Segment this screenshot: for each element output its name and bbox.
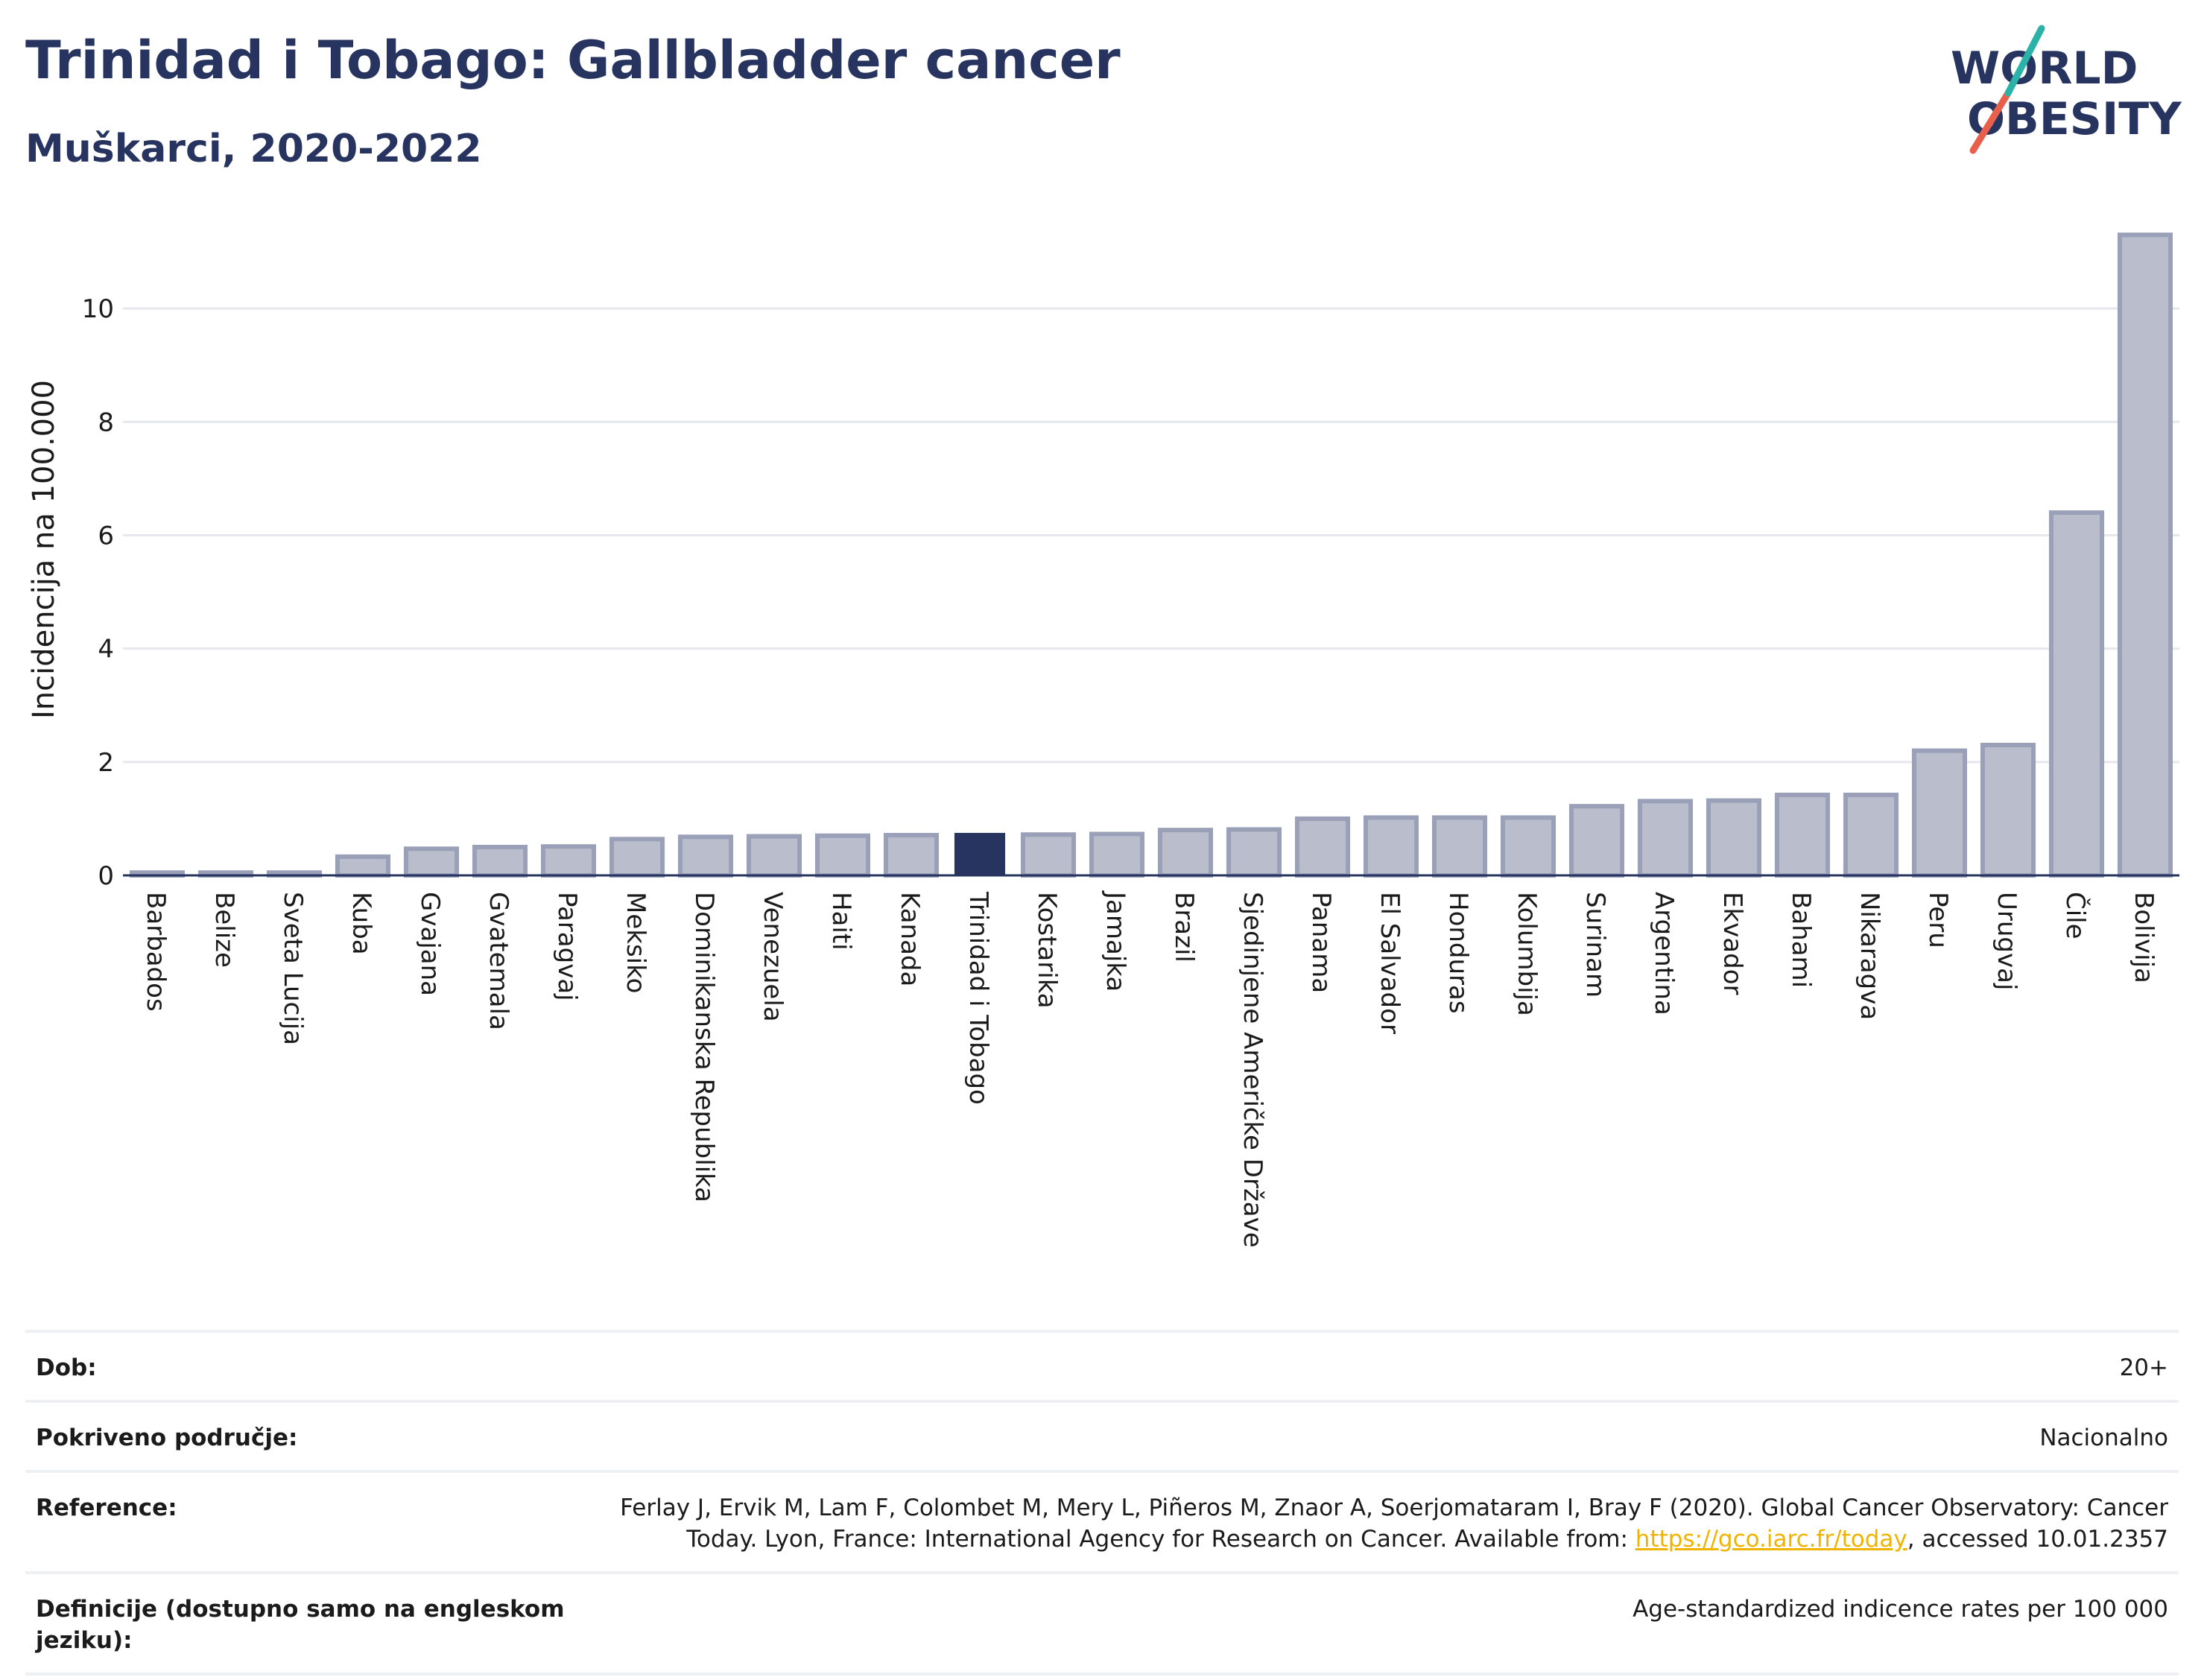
bar — [1568, 804, 1625, 878]
reference-link[interactable]: https://gco.iarc.fr/today — [1635, 1526, 1907, 1553]
y-tick-label: 2 — [98, 748, 114, 778]
definition-label: Definicije (dostupno samo na engleskom j… — [36, 1596, 565, 1654]
bar — [1020, 832, 1077, 878]
bar — [403, 846, 460, 878]
x-tick-label: Surinam — [1580, 892, 1610, 998]
coverage-value: Nacionalno — [2039, 1424, 2168, 1451]
bar — [1294, 816, 1351, 878]
y-tick-label: 4 — [98, 635, 114, 665]
definition-value: Age-standardized indicence rates per 100… — [1633, 1596, 2168, 1623]
bar-chart: 0 2 4 6 8 10 Incidencija na 100.000 Barbados Bel… — [27, 232, 2179, 1248]
age-label: Dob: — [36, 1354, 97, 1381]
bar — [2048, 510, 2105, 878]
x-tick-label: Paragvaj — [552, 892, 582, 1001]
x-tick-label: Honduras — [1443, 892, 1473, 1014]
y-tick-label: 0 — [98, 861, 114, 891]
x-tick-label: Jamajka — [1101, 890, 1130, 992]
x-tick-label: Kolumbija — [1512, 892, 1542, 1016]
bar — [472, 844, 528, 878]
reference-row: Reference: Ferlay J, Ervik M, Lam F, Col… — [25, 1470, 2179, 1571]
bar — [1774, 792, 1831, 878]
bar — [1637, 799, 1694, 878]
definition-row: Definicije (dostupno samo na engleskom j… — [25, 1571, 2179, 1676]
x-tick-label: Čile — [2060, 892, 2091, 939]
chart-title: Trinidad i Tobago: Gallbladder cancer — [25, 30, 1121, 91]
bar — [1706, 798, 1762, 878]
bar — [1911, 748, 1968, 878]
x-tick-label: Panama — [1306, 892, 1336, 993]
y-tick-label: 6 — [98, 521, 114, 551]
bar — [1431, 815, 1488, 878]
x-tick-label: El Salvador — [1375, 892, 1405, 1034]
bar — [1157, 828, 1214, 878]
x-tick-label: Bolivija — [2129, 892, 2159, 983]
y-tick-label: 8 — [98, 408, 114, 437]
x-tick-label: Nikaragva — [1855, 892, 1884, 1020]
bar — [609, 837, 665, 878]
bar — [954, 832, 1006, 875]
x-tick-label: Kostarika — [1032, 892, 1062, 1009]
bar — [1843, 792, 1899, 878]
coverage-label: Pokriveno područje: — [36, 1424, 298, 1451]
x-tick-label: Urugvaj — [1992, 892, 2021, 990]
bar — [1363, 815, 1419, 878]
age-row: Dob: 20+ — [25, 1330, 2179, 1400]
x-tick-label: Gvatemala — [484, 892, 513, 1030]
bar — [814, 833, 871, 878]
logo-line1: WORLD — [1951, 42, 2138, 95]
bar — [1089, 831, 1145, 878]
x-tick-label: Dominikanska Republika — [689, 892, 719, 1202]
x-tick-label: Haiti — [826, 892, 856, 951]
reference-value: Ferlay J, Ervik M, Lam F, Colombet M, Me… — [618, 1492, 2168, 1555]
chart-subtitle: Muškarci, 2020-2022 — [25, 127, 482, 171]
bar — [1980, 743, 2036, 878]
info-table: Dob: 20+ Pokriveno područje: Nacionalno … — [25, 1330, 2179, 1676]
bar — [1226, 827, 1282, 878]
x-tick-label: Argentina — [1649, 892, 1679, 1015]
coverage-row: Pokriveno područje: Nacionalno — [25, 1400, 2179, 1470]
x-tick-label: Bahami — [1786, 892, 1816, 988]
bar — [2117, 232, 2173, 878]
bar — [883, 832, 940, 878]
x-tick-label: Gvajana — [415, 892, 445, 996]
x-tick-label: Belize — [209, 892, 239, 968]
x-tick-label: Venezuela — [758, 892, 788, 1022]
bar — [677, 834, 734, 878]
x-tick-label: Sveta Lucija — [278, 892, 308, 1045]
y-axis-label: Incidencija na 100.000 — [27, 380, 61, 719]
world-obesity-logo: WORLD OBESITY — [1951, 25, 2182, 154]
x-tick-label: Peru — [1923, 892, 1953, 948]
y-tick-label: 10 — [82, 294, 114, 324]
x-tick-label: Sjedinjene Američke Države — [1238, 892, 1267, 1248]
age-value: 20+ — [2119, 1354, 2168, 1381]
x-tick-label: Brazil — [1169, 892, 1199, 963]
bar — [335, 854, 391, 878]
bar — [540, 844, 597, 878]
x-tick-label: Kanada — [895, 892, 925, 986]
reference-label: Reference: — [36, 1494, 177, 1521]
reference-text: Ferlay J, Ervik M, Lam F, Colombet M, Me… — [620, 1494, 2168, 1553]
x-tick-label: Trinidad i Tobago — [963, 891, 993, 1105]
x-tick-label: Meksiko — [621, 892, 650, 993]
x-tick-label: Ekvador — [1717, 892, 1747, 995]
x-tick-label: Barbados — [141, 892, 171, 1012]
bar — [1500, 815, 1557, 878]
bar — [746, 834, 802, 878]
reference-accessed: , accessed 10.01.2357 — [1907, 1526, 2168, 1553]
x-tick-label: Kuba — [346, 892, 376, 955]
